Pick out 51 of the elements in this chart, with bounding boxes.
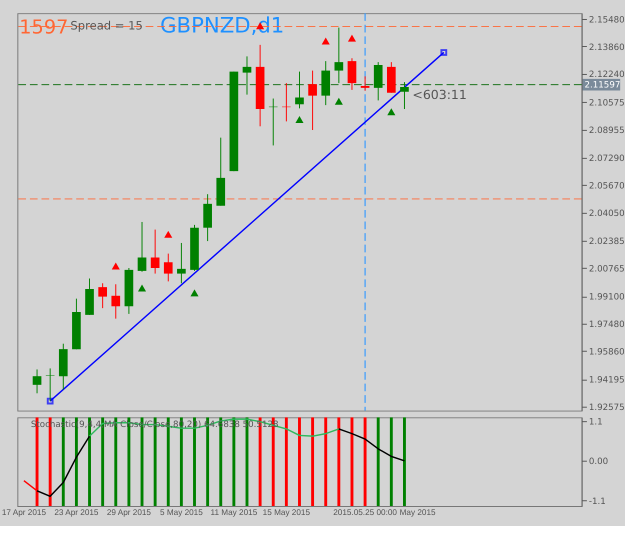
y-tick-label: 2.04050 <box>588 208 625 219</box>
candlestick <box>360 76 370 92</box>
y-tick-label: 2.05670 <box>588 181 625 192</box>
candlestick <box>164 253 173 282</box>
point <box>322 37 330 44</box>
candlestick <box>282 82 291 122</box>
y-tick-label: 1.95860 <box>588 348 625 358</box>
candlestick <box>177 242 186 284</box>
candlestick <box>242 56 252 96</box>
y-tick-label: 2.12240 <box>588 70 625 80</box>
y-tick-label: 1.99100 <box>588 292 625 303</box>
y-tick-label: 2.07290 <box>588 154 625 164</box>
candlestick <box>400 82 409 110</box>
point <box>46 398 54 404</box>
y-tick-label: 2.08955 <box>588 126 625 136</box>
point <box>112 262 120 270</box>
candlestick <box>374 62 383 101</box>
point <box>387 108 396 116</box>
candlestick <box>32 368 42 394</box>
y-tick-label: 2.13860 <box>588 42 625 53</box>
candlestick <box>203 194 212 242</box>
y-tick-label: 1.97480 <box>588 320 625 330</box>
ref-line-label: 2.11597 <box>584 80 620 91</box>
annotation: <603:11 <box>412 87 467 102</box>
y-tick-label: 2.15480 <box>588 15 625 26</box>
y-tick-label: 2.00765 <box>588 264 625 274</box>
y-tick-label: 1.94195 <box>588 376 625 386</box>
candlestick <box>308 70 317 131</box>
point <box>164 230 172 238</box>
point <box>334 98 343 105</box>
y-tick-label: -1.1 <box>588 497 606 507</box>
candlestick <box>348 58 356 90</box>
point <box>138 284 146 292</box>
y-tick-label: 1.92575 <box>588 403 625 414</box>
candlestick <box>150 229 160 274</box>
y-tick-label: 2.02385 <box>588 237 625 248</box>
candlestick <box>268 98 278 146</box>
line-series <box>36 435 90 497</box>
candlestick <box>111 284 120 320</box>
candlestick <box>138 221 146 272</box>
point <box>295 116 304 124</box>
point <box>440 49 448 56</box>
candlestick <box>295 71 304 109</box>
y-tick-label: 0.00 <box>588 457 608 468</box>
point <box>190 289 199 296</box>
candlestick <box>334 27 344 84</box>
candlestick <box>98 282 107 309</box>
y-tick-label: 1.1 <box>588 417 603 428</box>
y-tick-label: 2.10575 <box>588 98 625 108</box>
point <box>348 34 356 42</box>
line-series <box>338 428 406 462</box>
